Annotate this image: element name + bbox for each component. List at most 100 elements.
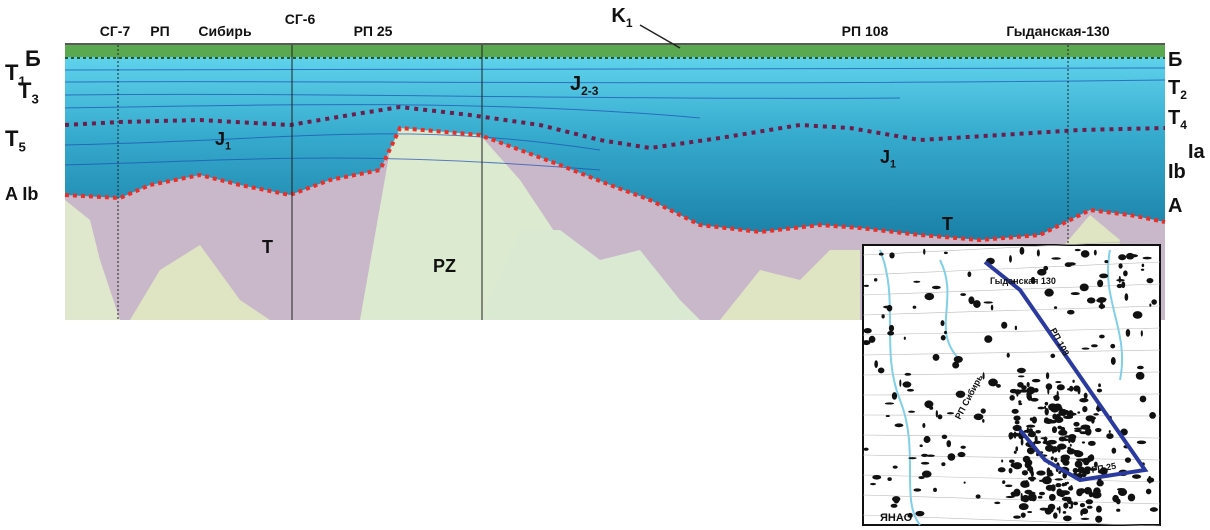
map-blob [1145,488,1152,495]
map-blob [1074,429,1082,433]
right-horizon-label-text: Ia [1188,141,1206,163]
map-blob [1009,255,1012,263]
map-blob [967,271,972,278]
map-blob [887,477,892,481]
map-blob [1124,293,1129,301]
map-blob [1015,446,1019,452]
map-blob [1012,462,1023,470]
map-blob [1020,512,1026,518]
map-blob [1083,392,1088,399]
map-blob [1018,503,1029,511]
map-blob [1074,460,1083,468]
map-blob [980,408,986,414]
map-blob [907,512,913,518]
map-blob [1018,400,1022,404]
map-blob [1028,428,1033,434]
map-blob [1112,494,1119,503]
map-blob [1001,321,1008,329]
profile-label: РП 108 [842,23,889,39]
map-blob [1030,276,1036,284]
k1-label: K1 [611,5,632,30]
map-features [862,239,1161,527]
map-blob [1047,386,1050,395]
unit-label-text: T [262,237,273,257]
map-blob [908,457,917,460]
map-blob [1011,408,1019,414]
map-blob [1013,415,1021,421]
map-blob [1050,353,1056,359]
map-blob [921,453,929,457]
left-horizon-label-text: T [5,60,19,85]
map-blob [1140,268,1145,271]
map-blob [1048,493,1056,501]
map-blob [1017,382,1024,388]
map-grid [862,349,1161,356]
map-blob [1146,277,1154,284]
map-blob [1106,433,1114,439]
map-blob [1001,459,1004,463]
map-blob [904,372,912,376]
right-horizon-label-text: T [1168,107,1180,129]
map-blob [1061,408,1066,417]
map-blob [1013,515,1021,519]
map-blob [940,335,946,341]
map-blob [1031,416,1038,424]
map-blob [1048,506,1054,513]
map-blob [940,320,945,327]
map-blob [892,465,898,469]
map-blob [1058,470,1062,475]
map-blob [1079,502,1086,508]
map-blob [1118,275,1121,284]
sediment-cover [65,57,1165,240]
map-blob [1118,263,1123,269]
map-blob [1149,507,1158,512]
left-horizon-label-sub: 1 [18,74,25,89]
map-blob [1016,367,1026,374]
map-blob [1066,496,1072,505]
map-blob [1021,494,1030,503]
profile-label: СГ-6 [285,11,316,27]
map-blob [1013,488,1021,497]
map-blob [932,353,940,361]
map-blob [1070,484,1073,491]
map-blob [1024,489,1033,495]
map-blob [1081,347,1090,350]
map-blob [1079,283,1089,292]
map-blob [863,447,869,451]
map-blob [873,278,878,282]
map-blob [997,467,1006,473]
map-blob [960,445,966,449]
map-blob [1072,501,1079,506]
map-blob [1050,456,1054,461]
map-grid [862,494,1161,505]
map-blob [887,330,895,336]
map-blob [1070,292,1080,296]
map-blob [1077,466,1085,474]
profile-label: Сибирь [198,23,252,39]
map-blob [1063,502,1069,509]
map-blob [1067,446,1072,451]
map-blob [1068,506,1073,509]
map-blob [1139,395,1147,403]
map-blob [870,482,877,486]
map-blob [946,412,955,415]
unit-label: T [942,214,953,234]
green-body [480,230,700,320]
unit-label-text: T [942,214,953,234]
map-blob [1024,459,1033,467]
map-blob [1055,381,1062,384]
map-blob [1044,288,1054,297]
map-blob [1036,470,1046,476]
right-horizon-label: T4 [1168,107,1187,132]
left-horizon-label: Б [25,46,41,71]
map-blob [924,292,935,301]
map-blob [1088,490,1094,498]
map-blob [1011,432,1020,437]
map-blob [990,304,994,311]
k1-label-sub: 1 [626,16,633,30]
map-blob [1023,429,1030,433]
map-blob [1097,279,1104,288]
unit-label: J1 [215,129,231,153]
map-blob [1074,469,1080,473]
map-blob [885,414,890,418]
